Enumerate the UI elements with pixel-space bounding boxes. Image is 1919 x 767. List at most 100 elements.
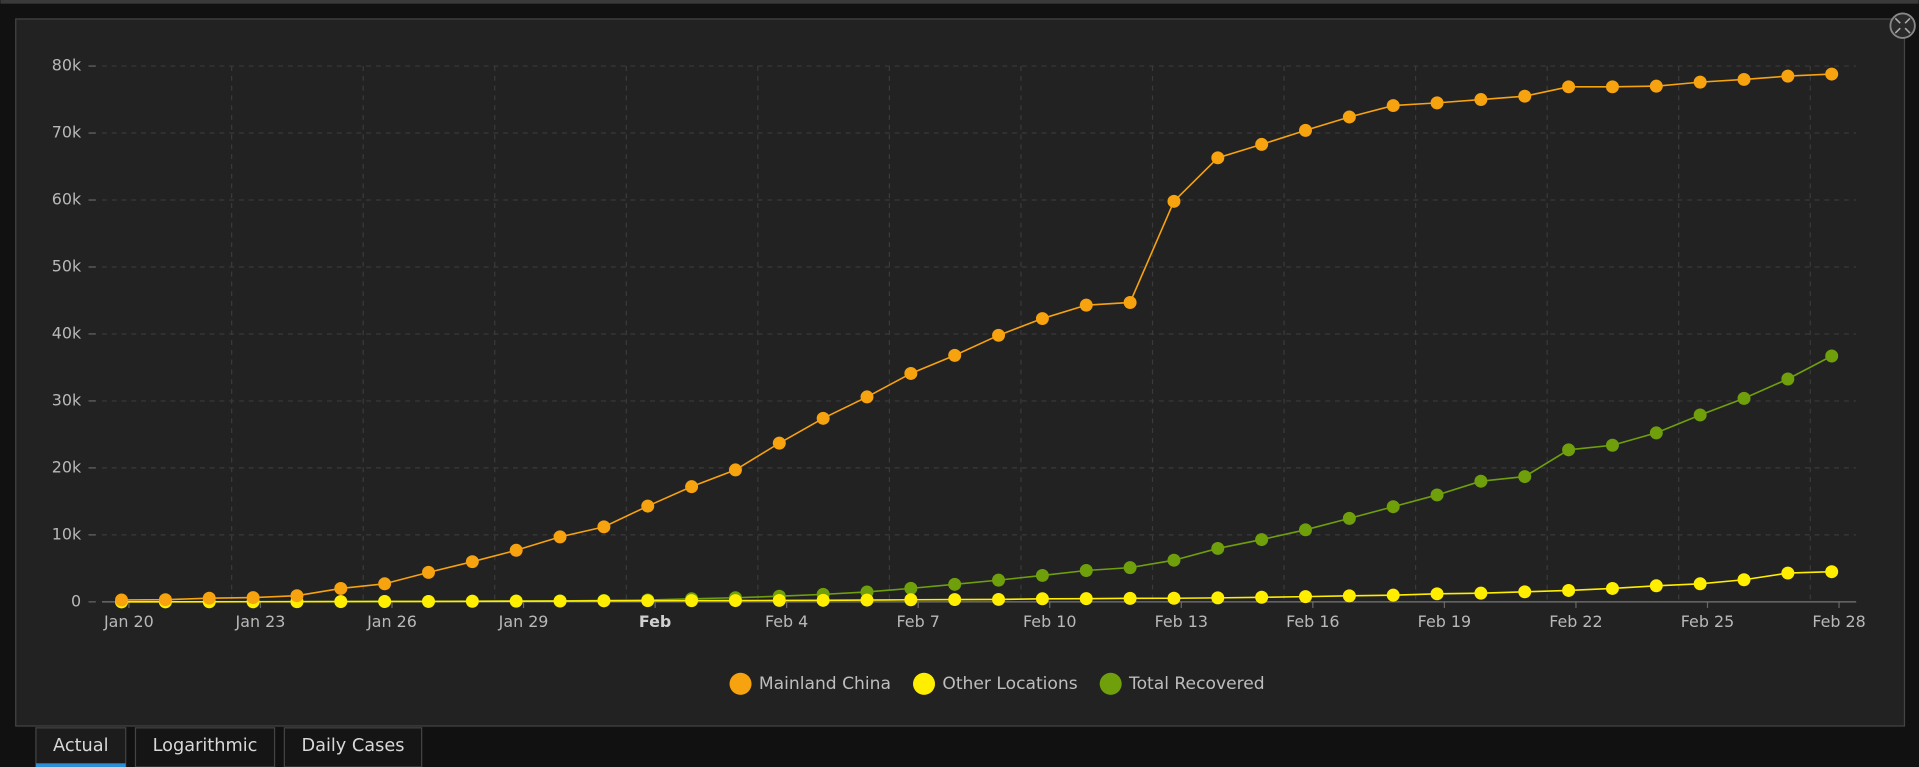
data-point <box>1035 592 1049 606</box>
data-point <box>1255 533 1269 547</box>
data-point <box>685 594 699 608</box>
data-point <box>1649 579 1663 593</box>
data-point <box>860 390 874 404</box>
data-point <box>378 577 392 591</box>
data-point <box>728 594 742 608</box>
y-tick-label: 20k <box>52 457 82 476</box>
data-point <box>1211 151 1225 165</box>
data-point <box>1211 591 1225 605</box>
data-point <box>202 591 216 605</box>
data-point <box>1737 573 1751 587</box>
data-point <box>1167 194 1181 208</box>
data-point <box>1299 590 1312 604</box>
tab-box <box>134 727 276 767</box>
top-bar <box>0 0 1919 4</box>
x-tick-label: Feb 10 <box>1023 612 1076 631</box>
data-point <box>1474 586 1488 600</box>
data-point <box>1474 93 1488 107</box>
data-point <box>1781 69 1795 83</box>
x-tick-label: Feb 25 <box>1681 612 1734 631</box>
data-point <box>290 589 304 603</box>
data-point <box>1737 391 1751 405</box>
data-point <box>1693 577 1707 591</box>
data-point <box>1255 137 1269 151</box>
data-point <box>553 530 567 544</box>
data-point <box>1079 564 1093 577</box>
legend-marker <box>729 672 752 695</box>
data-point <box>1781 566 1795 580</box>
x-tick-label: Feb 28 <box>1812 612 1865 631</box>
data-point <box>1123 561 1137 575</box>
tab[interactable]: Daily Cases <box>283 727 423 767</box>
tab-label: Daily Cases <box>301 736 404 756</box>
data-point <box>1430 488 1444 502</box>
y-tick-label: 40k <box>52 323 82 342</box>
tab[interactable]: Logarithmic <box>134 727 276 767</box>
data-point <box>1825 565 1839 579</box>
data-point <box>1518 89 1532 103</box>
data-point <box>1693 408 1707 422</box>
data-point <box>1605 581 1619 595</box>
data-point <box>1430 587 1444 601</box>
data-point <box>1299 523 1312 537</box>
data-point <box>509 594 523 608</box>
data-point <box>1649 79 1663 93</box>
data-point <box>158 593 172 607</box>
data-point <box>1605 438 1619 452</box>
data-point <box>597 520 611 534</box>
collapse-icon[interactable] <box>1889 12 1916 39</box>
x-tick-label: Feb 22 <box>1549 612 1602 631</box>
data-point <box>1342 589 1356 603</box>
tab-box <box>283 727 423 767</box>
data-point <box>465 555 479 569</box>
data-point <box>1737 72 1751 86</box>
x-tick-label: Jan 26 <box>366 612 417 631</box>
y-tick-label: 50k <box>52 256 82 275</box>
y-tick-label: 10k <box>52 524 82 543</box>
data-point <box>553 594 567 608</box>
data-point <box>728 463 742 477</box>
data-point <box>246 591 260 605</box>
data-point <box>1781 372 1795 386</box>
x-tick-label: Feb 7 <box>897 612 940 631</box>
data-point <box>1825 349 1839 363</box>
series-line <box>121 570 1832 603</box>
data-point <box>641 499 655 513</box>
data-point <box>992 592 1006 606</box>
x-tick-label: Feb 13 <box>1155 612 1208 631</box>
legend-marker <box>913 672 936 695</box>
data-point <box>904 366 918 380</box>
data-point <box>1562 443 1576 457</box>
data-point <box>816 411 830 425</box>
tab[interactable]: Actual <box>35 727 127 767</box>
data-point <box>772 593 786 607</box>
data-point <box>1123 295 1137 309</box>
data-point <box>1079 592 1093 606</box>
y-tick-label: 60k <box>52 190 82 209</box>
data-point <box>1255 590 1269 604</box>
x-tick-label: Jan 23 <box>235 612 286 631</box>
tab-box <box>35 727 127 767</box>
data-point <box>334 581 348 595</box>
chart-panel <box>15 18 1906 727</box>
data-point <box>1035 312 1049 326</box>
legend-marker <box>1099 672 1122 695</box>
data-point <box>772 436 786 450</box>
x-tick-label: Jan 20 <box>103 612 154 631</box>
y-tick-label: 30k <box>52 390 82 409</box>
data-point <box>1430 96 1444 110</box>
data-point <box>1342 110 1356 124</box>
data-point <box>1693 75 1707 89</box>
data-point <box>422 594 435 608</box>
data-point <box>1035 568 1049 582</box>
data-point <box>1518 470 1532 484</box>
data-point <box>1386 500 1400 514</box>
x-tick-label: Feb 4 <box>765 612 808 631</box>
legend-label: Mainland China <box>759 674 891 694</box>
data-point <box>992 573 1006 587</box>
data-point <box>422 565 435 579</box>
data-point <box>1299 123 1312 137</box>
data-point <box>1386 588 1400 602</box>
